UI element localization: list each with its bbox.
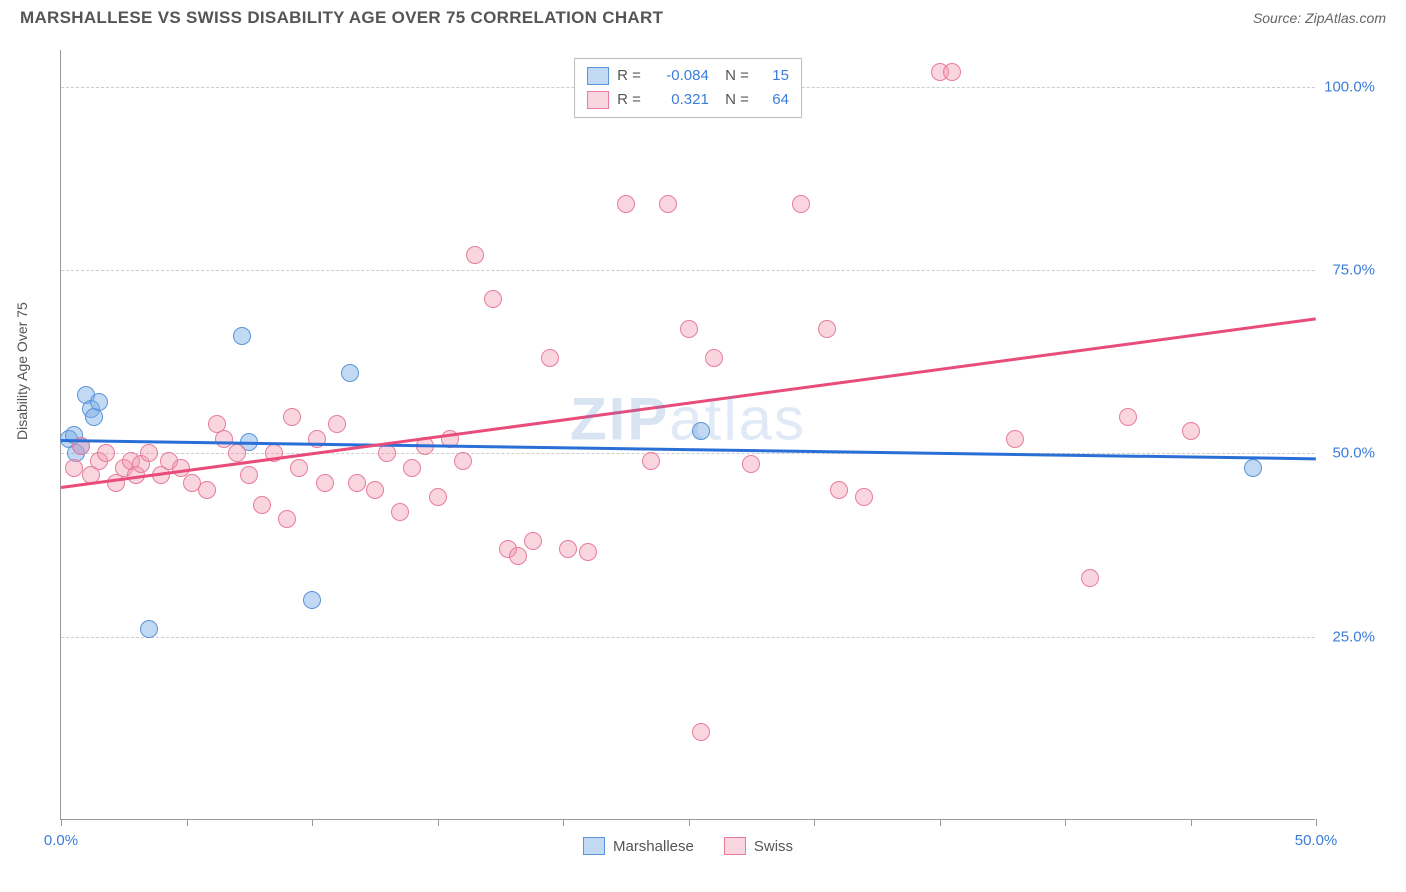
data-point xyxy=(278,510,296,528)
data-point xyxy=(198,481,216,499)
title-bar: MARSHALLESE VS SWISS DISABILITY AGE OVER… xyxy=(0,0,1406,32)
source-label: Source: ZipAtlas.com xyxy=(1253,10,1386,26)
data-point xyxy=(228,444,246,462)
data-point xyxy=(559,540,577,558)
y-tick-label: 25.0% xyxy=(1332,628,1375,645)
y-tick-label: 75.0% xyxy=(1332,262,1375,279)
legend-n-key: N = xyxy=(717,64,749,88)
x-tick xyxy=(1191,819,1192,826)
data-point xyxy=(403,459,421,477)
x-tick xyxy=(187,819,188,826)
data-point xyxy=(855,488,873,506)
data-point xyxy=(524,532,542,550)
chart-title: MARSHALLESE VS SWISS DISABILITY AGE OVER… xyxy=(20,8,663,28)
data-point xyxy=(429,488,447,506)
legend-r-value: -0.084 xyxy=(649,64,709,88)
data-point xyxy=(140,444,158,462)
series-legend-item: Marshallese xyxy=(583,837,694,855)
x-tick xyxy=(689,819,690,826)
data-point xyxy=(1006,430,1024,448)
data-point xyxy=(680,320,698,338)
x-tick xyxy=(312,819,313,826)
legend-n-value: 64 xyxy=(757,88,789,112)
gridline-h xyxy=(61,637,1315,638)
legend-r-key: R = xyxy=(617,88,641,112)
data-point xyxy=(1119,408,1137,426)
data-point xyxy=(341,364,359,382)
data-point xyxy=(290,459,308,477)
x-tick-label: 50.0% xyxy=(1295,832,1338,849)
correlation-legend: R = -0.084 N = 15 R = 0.321 N = 64 xyxy=(574,58,802,118)
data-point xyxy=(253,496,271,514)
data-point xyxy=(240,466,258,484)
data-point xyxy=(391,503,409,521)
data-point xyxy=(348,474,366,492)
series-legend: Marshallese Swiss xyxy=(583,837,793,855)
data-point xyxy=(366,481,384,499)
data-point xyxy=(830,481,848,499)
data-point xyxy=(818,320,836,338)
data-point xyxy=(316,474,334,492)
data-point xyxy=(233,327,251,345)
data-point xyxy=(541,349,559,367)
x-tick xyxy=(438,819,439,826)
x-tick-label: 0.0% xyxy=(44,832,78,849)
data-point xyxy=(466,246,484,264)
gridline-h xyxy=(61,270,1315,271)
data-point xyxy=(140,620,158,638)
legend-n-key: N = xyxy=(717,88,749,112)
x-tick xyxy=(61,819,62,826)
data-point xyxy=(97,444,115,462)
data-point xyxy=(65,459,83,477)
chart-container: Disability Age Over 75 ZIPatlas R =-0.08… xyxy=(20,40,1386,860)
data-point xyxy=(792,195,810,213)
legend-row: R = 0.321 N = 64 xyxy=(587,88,789,112)
data-point xyxy=(454,452,472,470)
data-point xyxy=(659,195,677,213)
regression-line xyxy=(61,318,1316,489)
data-point xyxy=(1081,569,1099,587)
data-point xyxy=(705,349,723,367)
legend-swatch xyxy=(587,91,609,109)
data-point xyxy=(509,547,527,565)
series-name: Swiss xyxy=(754,838,793,855)
legend-swatch xyxy=(724,837,746,855)
x-tick xyxy=(940,819,941,826)
data-point xyxy=(642,452,660,470)
data-point xyxy=(90,393,108,411)
x-tick xyxy=(563,819,564,826)
y-axis-label: Disability Age Over 75 xyxy=(14,302,30,440)
series-legend-item: Swiss xyxy=(724,837,793,855)
data-point xyxy=(1182,422,1200,440)
legend-swatch xyxy=(587,67,609,85)
legend-r-key: R = xyxy=(617,64,641,88)
data-point xyxy=(484,290,502,308)
y-tick-label: 100.0% xyxy=(1324,78,1375,95)
data-point xyxy=(742,455,760,473)
legend-swatch xyxy=(583,837,605,855)
data-point xyxy=(943,63,961,81)
data-point xyxy=(303,591,321,609)
legend-r-value: 0.321 xyxy=(649,88,709,112)
data-point xyxy=(579,543,597,561)
legend-n-value: 15 xyxy=(757,64,789,88)
y-tick-label: 50.0% xyxy=(1332,445,1375,462)
data-point xyxy=(692,422,710,440)
data-point xyxy=(283,408,301,426)
legend-row: R = -0.084 N = 15 xyxy=(587,64,789,88)
data-point xyxy=(692,723,710,741)
data-point xyxy=(378,444,396,462)
data-point xyxy=(617,195,635,213)
data-point xyxy=(215,430,233,448)
x-tick xyxy=(1316,819,1317,826)
x-tick xyxy=(1065,819,1066,826)
data-point xyxy=(1244,459,1262,477)
plot-area: ZIPatlas R =-0.084 N =15R =0.321 N =64 M… xyxy=(60,50,1315,820)
watermark: ZIPatlas xyxy=(570,385,806,454)
x-tick xyxy=(814,819,815,826)
data-point xyxy=(328,415,346,433)
series-name: Marshallese xyxy=(613,838,694,855)
